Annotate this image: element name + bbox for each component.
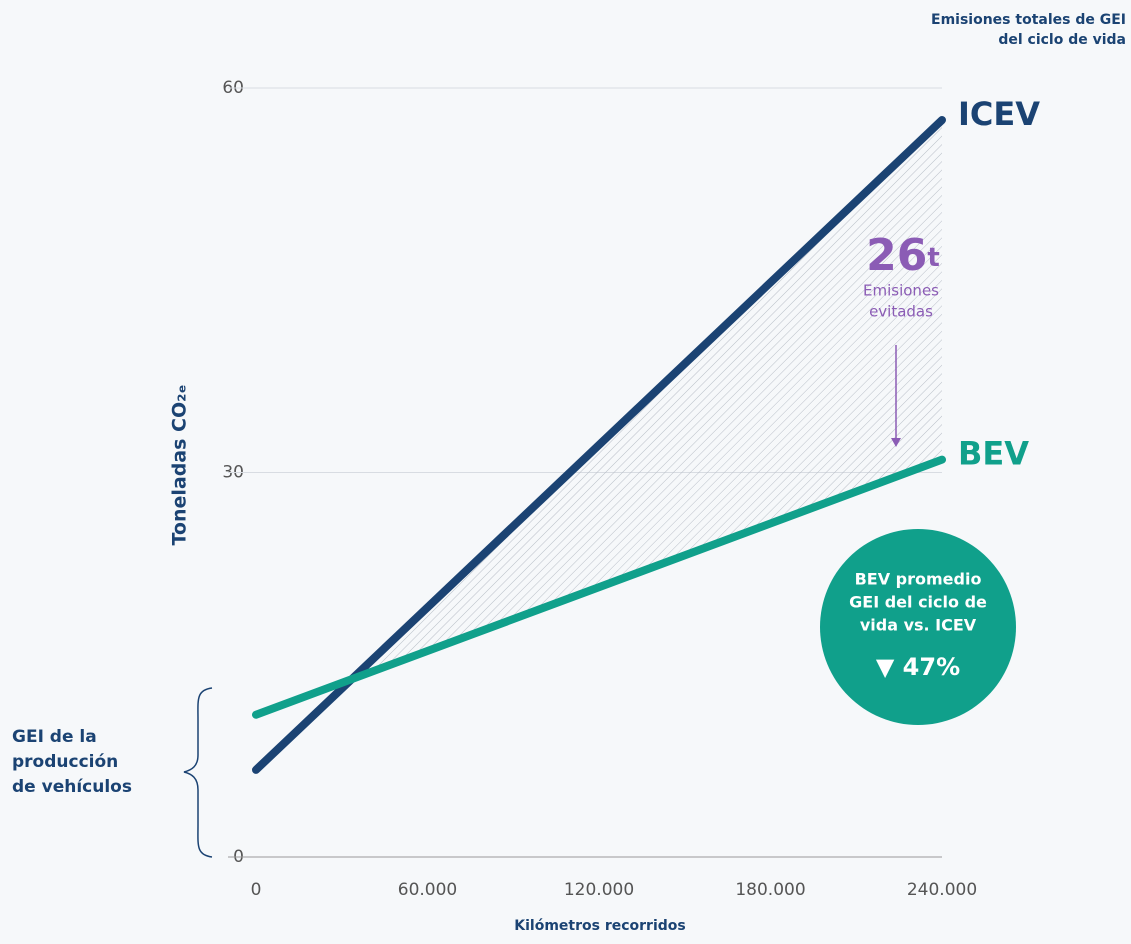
avoided-unit: t [927, 243, 939, 273]
x-tick-label: 180.000 [735, 880, 805, 900]
production-note: GEI de la [12, 727, 97, 747]
production-note: de vehículos [12, 777, 132, 797]
chart-title: Emisiones totales de GEI [931, 12, 1126, 28]
badge [820, 529, 1016, 725]
badge-text: GEI del ciclo de [849, 593, 987, 612]
avoided-arrowhead [891, 438, 901, 447]
badge-text: BEV promedio [855, 570, 982, 589]
avoided-number: 26 [866, 230, 927, 281]
x-tick-label: 120.000 [564, 880, 634, 900]
x-tick-label: 0 [251, 880, 262, 900]
brace [183, 687, 213, 858]
chart-title: del ciclo de vida [998, 32, 1126, 48]
badge-text: vida vs. ICEV [860, 616, 977, 635]
x-tick-label: 240.000 [907, 880, 977, 900]
y-axis-label: Toneladas CO₂ₑ [169, 384, 191, 545]
series-line [252, 116, 946, 774]
x-axis-label: Kilómetros recorridos [514, 918, 685, 934]
series-label: ICEV [958, 95, 1040, 133]
production-note: producción [12, 752, 118, 772]
badge-change: ▼ 47% [876, 653, 960, 681]
avoided-caption: Emisiones [863, 282, 939, 300]
avoided-caption: evitadas [869, 303, 933, 321]
x-tick-label: 60.000 [398, 880, 457, 900]
series-line [252, 455, 946, 719]
series-label: BEV [958, 435, 1029, 473]
avoided-value: 26t [866, 230, 940, 281]
